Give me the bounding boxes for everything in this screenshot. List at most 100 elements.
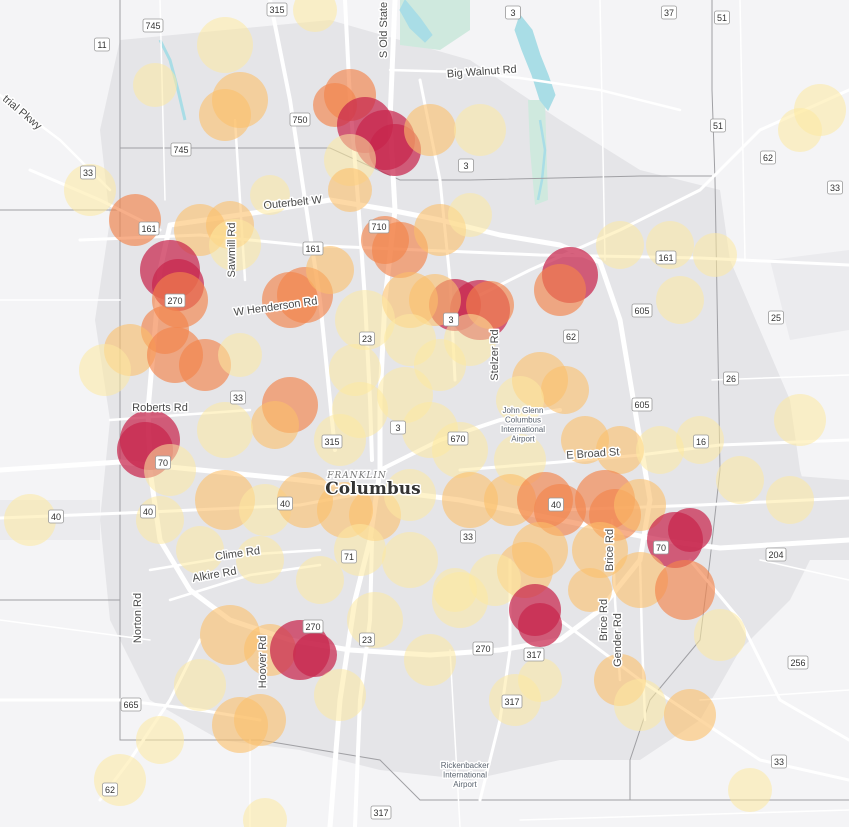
- svg-text:70: 70: [158, 458, 168, 468]
- svg-text:11: 11: [97, 40, 106, 50]
- heat-circle-low: [209, 219, 261, 271]
- heat-circle-low: [176, 526, 224, 574]
- route-shield-51: 51: [710, 118, 726, 133]
- svg-text:161: 161: [658, 253, 673, 263]
- airport-label: International: [501, 425, 545, 434]
- airport-label: Airport: [511, 435, 535, 444]
- route-shield-37: 37: [661, 5, 677, 20]
- svg-text:317: 317: [526, 650, 541, 660]
- route-shield-750: 750: [289, 112, 311, 127]
- svg-text:161: 161: [305, 244, 320, 254]
- svg-text:33: 33: [83, 168, 93, 178]
- route-shield-605: 605: [631, 397, 653, 412]
- heat-circle-low: [448, 193, 492, 237]
- svg-text:71: 71: [344, 552, 354, 562]
- heat-circle-low: [384, 469, 436, 521]
- svg-text:317: 317: [504, 697, 519, 707]
- airport-label: International: [443, 771, 487, 780]
- svg-text:256: 256: [790, 658, 805, 668]
- svg-text:26: 26: [726, 374, 736, 384]
- route-shield-745: 745: [142, 18, 164, 33]
- heat-circle-low: [382, 532, 438, 588]
- heat-circle-mid: [541, 366, 589, 414]
- svg-text:317: 317: [373, 808, 388, 818]
- heat-circle-low: [329, 344, 381, 396]
- heat-circle-low: [518, 658, 562, 702]
- road-label: Brice Rd: [598, 599, 610, 641]
- route-shield-70: 70: [155, 455, 171, 470]
- route-shield-745: 745: [170, 142, 192, 157]
- svg-text:40: 40: [551, 500, 561, 510]
- heat-circle-mid: [572, 522, 628, 578]
- svg-text:40: 40: [280, 499, 290, 509]
- route-shield-161: 161: [302, 241, 324, 256]
- heat-circle-mid: [328, 168, 372, 212]
- road-label: E Broad St: [566, 446, 620, 462]
- heat-circle-low: [778, 108, 822, 152]
- route-shield-40: 40: [548, 497, 564, 512]
- svg-text:745: 745: [145, 21, 160, 31]
- road-label: Roberts Rd: [132, 402, 188, 414]
- route-shield-161: 161: [138, 221, 160, 236]
- heat-circle-top: [293, 633, 337, 677]
- route-shield-23: 23: [359, 331, 375, 346]
- heat-circle-low: [197, 402, 253, 458]
- svg-text:315: 315: [269, 5, 284, 15]
- heat-circle-low: [314, 669, 366, 721]
- heat-circle-mid: [614, 479, 666, 531]
- route-shield-23: 23: [359, 632, 375, 647]
- svg-text:3: 3: [395, 423, 400, 433]
- route-shield-70: 70: [653, 540, 669, 555]
- route-shield-62: 62: [563, 329, 579, 344]
- airport-label: Rickenbacker: [441, 761, 490, 770]
- heat-circle-low: [236, 536, 284, 584]
- road-label: Brice Rd: [604, 529, 616, 571]
- svg-text:37: 37: [664, 8, 674, 18]
- route-shield-51: 51: [714, 10, 730, 25]
- heat-circle-top: [518, 603, 562, 647]
- heat-circle-low: [133, 63, 177, 107]
- route-shield-270: 270: [472, 641, 494, 656]
- route-shield-710: 710: [368, 219, 390, 234]
- route-shield-33: 33: [460, 529, 476, 544]
- svg-text:23: 23: [362, 635, 372, 645]
- route-shield-3: 3: [443, 312, 459, 327]
- heat-circle-mid: [596, 426, 644, 474]
- route-shield-204: 204: [765, 547, 787, 562]
- heat-circle-low: [64, 164, 116, 216]
- road-label: S Old State: [378, 2, 390, 58]
- svg-text:315: 315: [324, 437, 339, 447]
- poi-label-layer: John GlennColumbusInternationalAirportRi…: [439, 405, 546, 791]
- route-shield-317: 317: [501, 694, 523, 709]
- heat-circle-low: [766, 476, 814, 524]
- road-label: Stelzer Rd: [489, 329, 501, 380]
- route-shield-270: 270: [302, 619, 324, 634]
- road-label: Sawmill Rd: [226, 222, 238, 277]
- svg-text:270: 270: [475, 644, 490, 654]
- route-shield-161: 161: [655, 250, 677, 265]
- svg-text:40: 40: [143, 507, 153, 517]
- svg-text:605: 605: [634, 306, 649, 316]
- route-shield-25: 25: [768, 310, 784, 325]
- heat-circle-mid: [442, 472, 498, 528]
- heat-circle-low: [4, 494, 56, 546]
- svg-text:3: 3: [510, 8, 515, 18]
- heat-circle-low: [347, 592, 403, 648]
- svg-text:70: 70: [656, 543, 666, 553]
- route-shield-256: 256: [787, 655, 809, 670]
- heat-circle-low: [614, 679, 666, 731]
- route-shield-3: 3: [505, 5, 521, 20]
- airport-label: Airport: [453, 780, 477, 789]
- heat-circle-high: [109, 194, 161, 246]
- airport-label: John Glenn: [503, 406, 544, 415]
- heat-circle-low: [433, 568, 477, 612]
- heat-circle-low: [432, 422, 488, 478]
- heat-circle-low: [144, 444, 196, 496]
- heat-circle-mid: [382, 272, 438, 328]
- route-shield-40: 40: [140, 504, 156, 519]
- heat-circle-low: [94, 754, 146, 806]
- heat-circle-mid: [664, 689, 716, 741]
- route-shield-62: 62: [102, 782, 118, 797]
